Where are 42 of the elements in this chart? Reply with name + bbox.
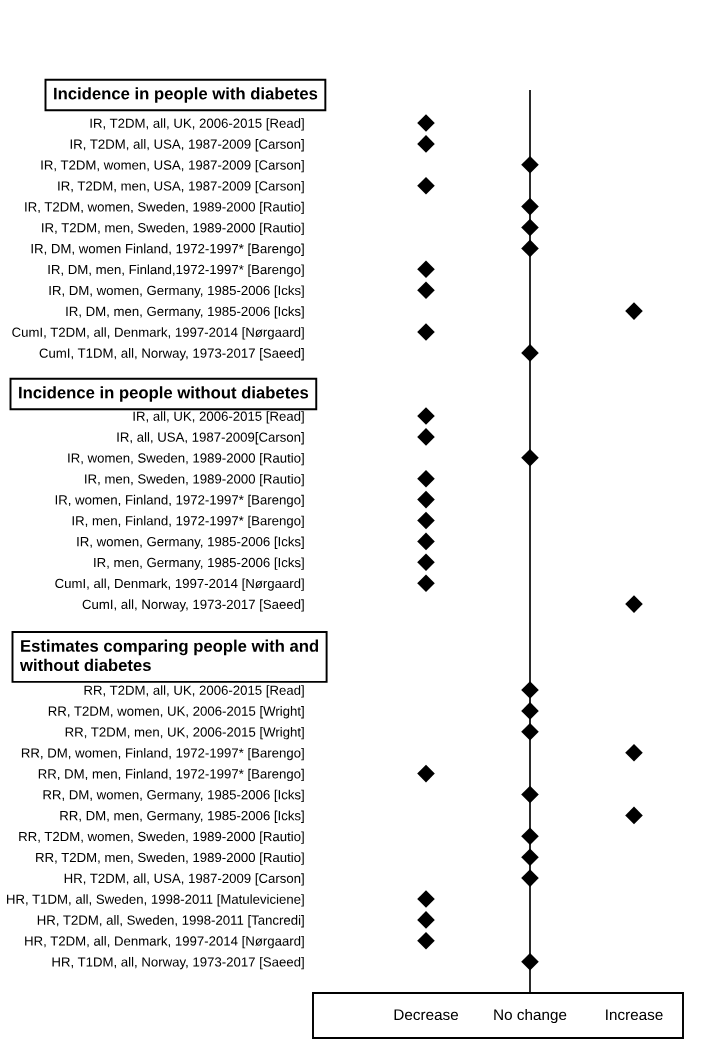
y-tick-label: RR, DM, men, Finland, 1972-1997* [Barengo] <box>38 768 304 782</box>
y-tick-label: RR, T2DM, men, UK, 2006-2015 [Wright] <box>65 727 304 740</box>
y-tick-label: IR, women, Germany, 1985-2006 [Icks] <box>77 536 304 549</box>
y-tick-label: HR, T2DM, all, USA, 1987-2009 [Carson] <box>64 873 304 886</box>
y-tick-label: IR, T2DM, all, UK, 2006-2015 [Read] <box>90 118 304 131</box>
y-tick-label: HR, T1DM, all, Sweden, 1998-2011 [Matuleviciene] <box>7 894 304 907</box>
y-tick-label: IR, T2DM, men, USA, 1987-2009 [Carson] <box>58 180 304 194</box>
text: Estimates comparing people with and without diabetes <box>19 639 319 672</box>
y-tick-label: IR, all, UK, 2006-2015 [Read] <box>133 411 304 424</box>
y-tick-label: IR, women, Finland, 1972-1997* [Barengo] <box>55 494 304 508</box>
y-tick-label: RR, T2DM, men, Sweden, 1989-2000 [Rautio] <box>36 852 304 865</box>
y-tick-label: HR, T2DM, all, Denmark, 1997-2014 [Nørgaard] <box>25 936 304 949</box>
y-tick-label: RR, T2DM, women, Sweden, 1989-2000 [Rautio] <box>19 831 304 844</box>
y-tick-label: IR, DM, women, Germany, 1985-2006 [Icks] <box>49 285 304 298</box>
y-tick-label: IR, T2DM, men, Sweden, 1989-2000 [Rautio] <box>42 222 304 236</box>
text: Increase <box>606 1009 663 1021</box>
text: Incidence in people without diabetes <box>19 386 309 402</box>
y-tick-label: IR, T2DM, all, USA, 1987-2009 [Carson] <box>70 139 304 152</box>
text: Incidence in people with diabetes <box>54 87 318 103</box>
y-tick-label: HR, T2DM, all, Sweden, 1998-2011 [Tancredi] <box>37 915 304 928</box>
y-tick-label: IR, women, Sweden, 1989-2000 [Rautio] <box>68 453 304 466</box>
y-tick-label: IR, men, Finland, 1972-1997* [Barengo] <box>72 515 304 529</box>
y-tick-label: IR, men, Sweden, 1989-2000 [Rautio] <box>85 473 304 487</box>
y-tick-label: IR, T2DM, women, Sweden, 1989-2000 [Rautio] <box>25 201 304 215</box>
y-tick-label: CumI, T2DM, all, Denmark, 1997-2014 [Nørgaard] <box>12 327 304 340</box>
y-tick-label: RR, T2DM, all, UK, 2006-2015 [Read] <box>84 685 304 698</box>
y-tick-label: RR, DM, women, Finland, 1972-1997* [Barengo] <box>21 747 304 761</box>
y-tick-label: RR, T2DM, women, UK, 2006-2015 [Wright] <box>48 706 304 719</box>
y-tick-label: IR, DM, men, Germany, 1985-2006 [Icks] <box>66 306 304 319</box>
y-tick-label: IR, all, USA, 1987-2009[Carson] <box>117 432 304 445</box>
y-tick-label: IR, men, Germany, 1985-2006 [Icks] <box>94 557 304 570</box>
text: No change <box>494 1008 567 1024</box>
y-tick-label: CumI, all, Norway, 1973-2017 [Saeed] <box>82 599 304 612</box>
y-tick-label: HR, T1DM, all, Norway, 1973-2017 [Saeed] <box>52 956 304 970</box>
y-tick-label: IR, DM, men, Finland,1972-1997* [Barengo] <box>48 264 304 277</box>
y-tick-label: CumI, all, Denmark, 1997-2014 [Nørgaard] <box>55 578 304 591</box>
y-tick-label: RR, DM, women, Germany, 1985-2006 [Icks] <box>43 789 304 803</box>
y-tick-label: RR, DM, men, Germany, 1985-2006 [Icks] <box>60 810 304 823</box>
y-tick-label: CumI, T1DM, all, Norway, 1973-2017 [Saeed] <box>39 348 304 361</box>
y-tick-label: IR, DM, women Finland, 1972-1997* [Barengo] <box>31 243 304 256</box>
text: Decrease <box>394 1009 459 1021</box>
y-tick-label: IR, T2DM, women, USA, 1987-2009 [Carson] <box>41 160 304 173</box>
